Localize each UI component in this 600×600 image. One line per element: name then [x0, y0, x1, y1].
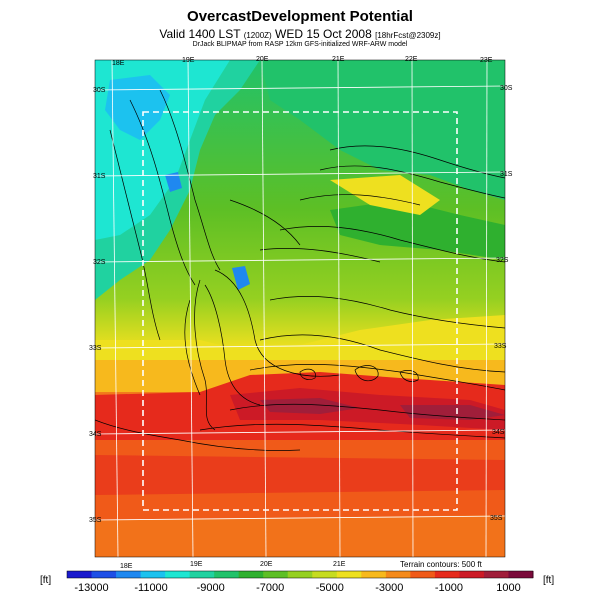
valid-date: WED 15 Oct 2008 [275, 27, 372, 41]
colorbar-tick-label: -9000 [197, 582, 225, 594]
terrain-contour-note: Terrain contours: 500 ft [400, 560, 482, 569]
colorbar-tick-label: -11000 [134, 582, 167, 594]
lon-label-bottom: 18E [120, 563, 133, 570]
lat-label-right: 35S [490, 515, 503, 522]
colorbar-swatch [361, 571, 387, 578]
colorbar-swatch [483, 571, 509, 578]
colorbar-swatch [214, 571, 240, 578]
colorbar-swatch [508, 571, 534, 578]
lat-label-left: 33S [89, 345, 102, 352]
lat-label-right: 31S [500, 171, 513, 178]
colorbar-swatch [189, 571, 215, 578]
valid-prefix: Valid 1400 LST [159, 27, 241, 41]
lat-label-left: 30S [93, 87, 106, 94]
colorbar-swatch [287, 571, 313, 578]
lon-label-top: 23E [480, 57, 493, 64]
colorbar-unit-left: [ft] [40, 575, 52, 586]
lat-label-right: 34S [492, 429, 505, 436]
valid-utc: (1200Z) [243, 31, 272, 40]
colorbar-swatch [434, 571, 460, 578]
lat-label-left: 35S [89, 517, 102, 524]
lon-label-bottom: 20E [260, 561, 273, 568]
colorbar-tick-label: -3000 [375, 582, 403, 594]
overcast-field [95, 60, 505, 557]
lon-label-top: 19E [182, 57, 195, 64]
lat-label-left: 34S [89, 431, 102, 438]
colorbar-swatch [91, 571, 117, 578]
colorbar-tick-label: 1000 [496, 582, 520, 594]
lon-label-bottom: 21E [333, 561, 346, 568]
colorbar-unit-right: [ft] [543, 575, 555, 586]
forecast-tag: [18hrFcst@2309z] [375, 31, 441, 40]
lon-label-top: 22E [405, 56, 418, 63]
colorbar-swatch [312, 571, 338, 578]
inner-domain-box [142, 111, 458, 511]
colorbar-swatch [238, 571, 264, 578]
lat-label-left: 31S [93, 173, 106, 180]
lon-label-bottom: 19E [190, 561, 203, 568]
colorbar-swatch [263, 571, 289, 578]
lon-label-top: 20E [256, 56, 269, 63]
colorbar-tick-label: -1000 [435, 582, 463, 594]
lat-label-right: 32S [496, 257, 509, 264]
colorbar-swatch [385, 571, 411, 578]
colorbar-tick-label: -13000 [74, 582, 108, 594]
colorbar-frame [66, 570, 534, 579]
colorbar-labels: -13000 -11000 -9000 -7000 -5000 -3000 -1000 100… [74, 582, 520, 594]
colorbar-swatch [459, 571, 485, 578]
lat-label-left: 32S [93, 259, 106, 266]
lat-label-right: 33S [494, 343, 507, 350]
colorbar [66, 570, 534, 579]
colorbar-swatch [165, 571, 191, 578]
lon-label-top: 21E [332, 56, 345, 63]
model-credit: DrJack BLIPMAP from RASP 12km GFS-initia… [192, 41, 408, 48]
map-title: OvercastDevelopment Potential [187, 8, 413, 25]
lat-label-right: 30S [500, 85, 513, 92]
colorbar-swatch [336, 571, 362, 578]
colorbar-swatch [116, 571, 142, 578]
lon-label-top: 18E [112, 60, 125, 67]
colorbar-tick-label: -5000 [316, 582, 344, 594]
colorbar-tick-label: -7000 [256, 582, 284, 594]
map-frame [94, 59, 506, 558]
colorbar-swatch [140, 571, 166, 578]
lat-lon-grid [94, 59, 506, 558]
colorbar-swatch [410, 571, 436, 578]
colorbar-swatch [67, 571, 93, 578]
valid-time: Valid 1400 LST (1200Z) WED 15 Oct 2008 [… [0, 27, 600, 41]
